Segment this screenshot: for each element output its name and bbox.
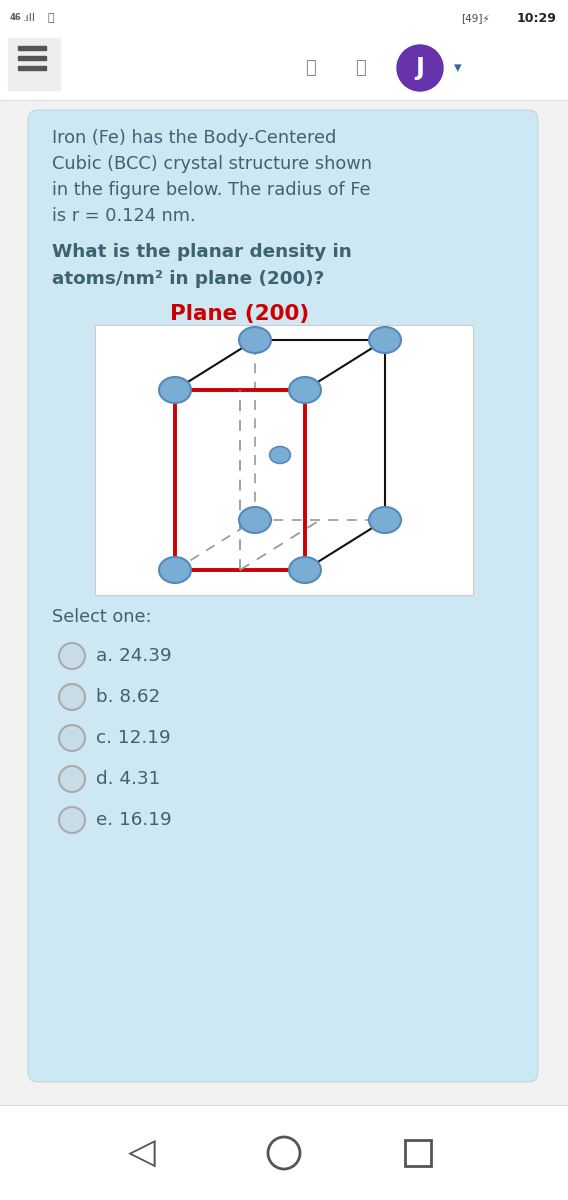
Circle shape bbox=[59, 725, 85, 751]
Bar bbox=[0, 35, 568, 100]
Ellipse shape bbox=[159, 377, 191, 403]
Ellipse shape bbox=[239, 506, 271, 533]
Bar bbox=[0, 1105, 568, 1200]
Text: ▾: ▾ bbox=[454, 60, 462, 76]
Text: [49]⚡: [49]⚡ bbox=[461, 13, 490, 23]
Text: J: J bbox=[416, 56, 424, 80]
Text: d. 4.31: d. 4.31 bbox=[96, 770, 160, 788]
Bar bbox=[18, 66, 46, 70]
Text: ⌒: ⌒ bbox=[48, 13, 55, 23]
Bar bbox=[0, 0, 568, 35]
Circle shape bbox=[59, 806, 85, 833]
Text: 💬: 💬 bbox=[354, 59, 365, 77]
Ellipse shape bbox=[270, 446, 290, 463]
Bar bbox=[18, 46, 46, 50]
Bar bbox=[405, 1140, 431, 1166]
Bar bbox=[18, 56, 46, 60]
Circle shape bbox=[59, 643, 85, 670]
Text: ◁: ◁ bbox=[128, 1136, 156, 1170]
Circle shape bbox=[397, 44, 443, 91]
Text: 10:29: 10:29 bbox=[516, 12, 556, 24]
Circle shape bbox=[59, 684, 85, 710]
Ellipse shape bbox=[289, 377, 321, 403]
Text: 🔔: 🔔 bbox=[304, 59, 315, 77]
Text: e. 16.19: e. 16.19 bbox=[96, 811, 172, 829]
Text: Select one:: Select one: bbox=[52, 608, 152, 626]
Text: .ıll: .ıll bbox=[23, 13, 36, 23]
Bar bbox=[95, 325, 473, 595]
Ellipse shape bbox=[369, 506, 401, 533]
Circle shape bbox=[59, 766, 85, 792]
Ellipse shape bbox=[239, 326, 271, 353]
Text: Iron (Fe) has the Body-Centered: Iron (Fe) has the Body-Centered bbox=[52, 128, 336, 146]
Ellipse shape bbox=[289, 557, 321, 583]
Text: atoms/nm² in plane (200)?: atoms/nm² in plane (200)? bbox=[52, 270, 324, 288]
Text: is r = 0.124 nm.: is r = 0.124 nm. bbox=[52, 206, 195, 226]
Text: Plane (200): Plane (200) bbox=[170, 304, 309, 324]
Text: What is the planar density in: What is the planar density in bbox=[52, 242, 352, 260]
Text: b. 8.62: b. 8.62 bbox=[96, 688, 160, 706]
Ellipse shape bbox=[159, 557, 191, 583]
Text: Cubic (BCC) crystal structure shown: Cubic (BCC) crystal structure shown bbox=[52, 155, 372, 173]
Text: c. 12.19: c. 12.19 bbox=[96, 728, 170, 746]
FancyBboxPatch shape bbox=[28, 110, 538, 1082]
Text: 46: 46 bbox=[10, 13, 22, 23]
Text: in the figure below. The radius of Fe: in the figure below. The radius of Fe bbox=[52, 181, 370, 199]
Bar bbox=[8, 38, 60, 90]
Ellipse shape bbox=[369, 326, 401, 353]
Text: a. 24.39: a. 24.39 bbox=[96, 647, 172, 665]
